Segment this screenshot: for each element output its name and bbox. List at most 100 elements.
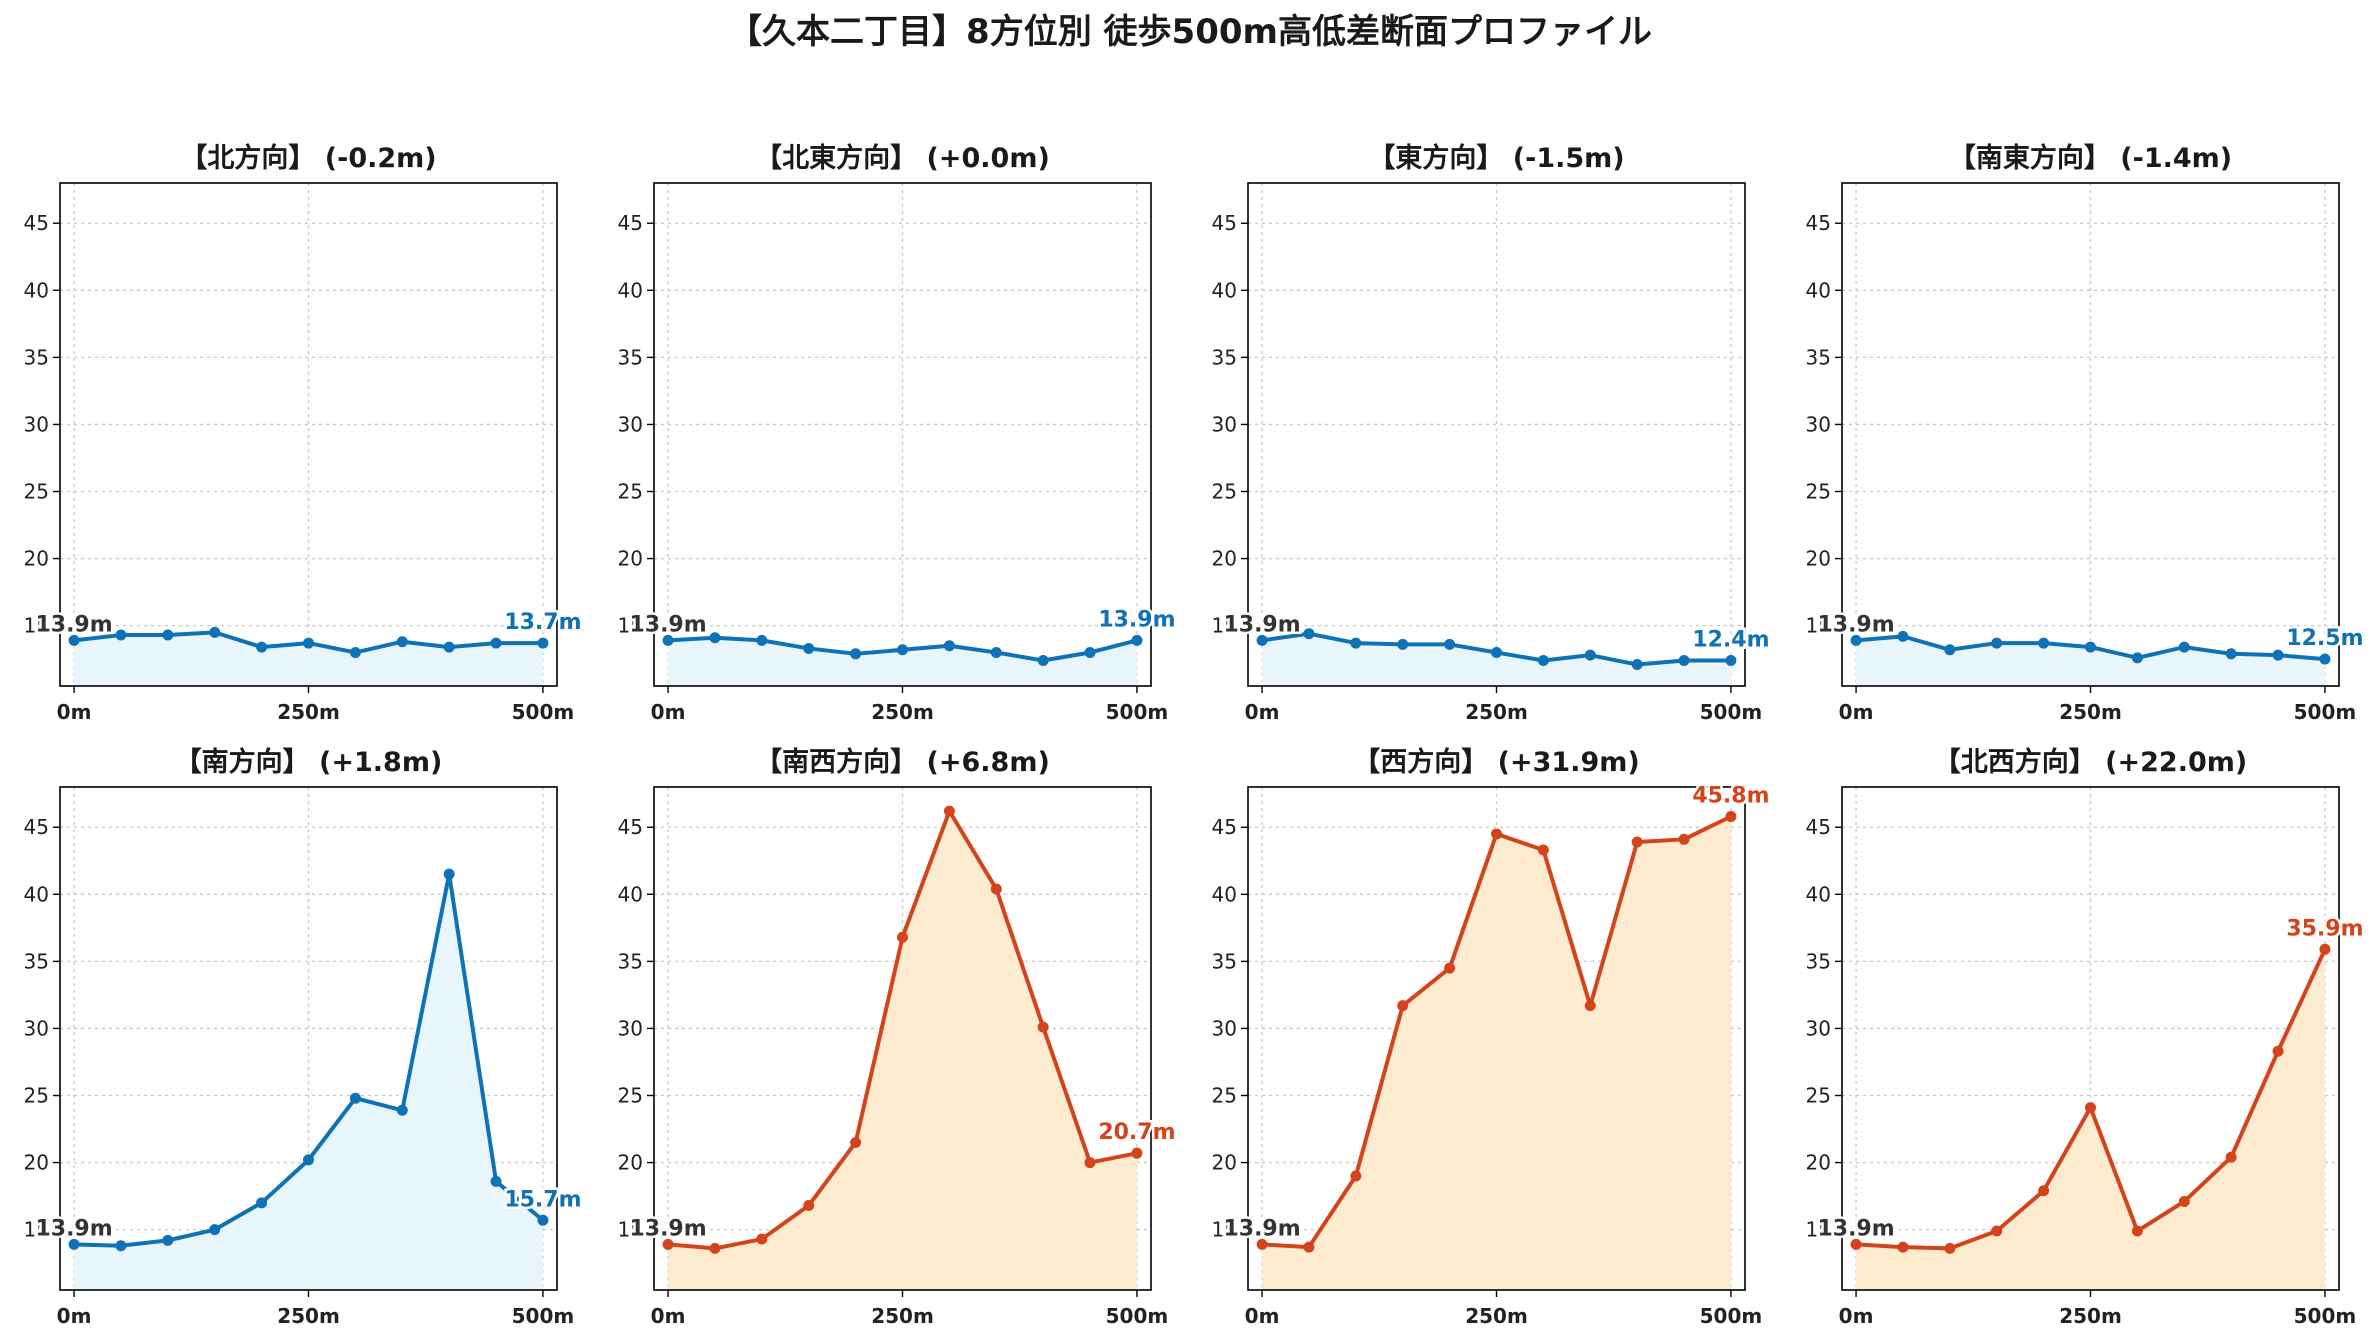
start-value-label: 13.9m	[1817, 1216, 1894, 1241]
data-point[interactable]	[2038, 1185, 2050, 1197]
data-point[interactable]	[68, 634, 80, 646]
data-point[interactable]	[1491, 646, 1502, 658]
x-tick-label: 250m	[277, 700, 340, 724]
data-point[interactable]	[1350, 637, 1362, 649]
data-point[interactable]	[1131, 634, 1143, 646]
data-point[interactable]	[2178, 641, 2190, 653]
data-point[interactable]	[2131, 652, 2143, 664]
data-point[interactable]	[709, 1242, 721, 1254]
data-point[interactable]	[1944, 1242, 1956, 1254]
y-tick-label: 25	[24, 1084, 49, 1108]
data-point[interactable]	[162, 629, 174, 641]
data-point[interactable]	[1037, 655, 1049, 667]
y-tick-label: 15	[1212, 1218, 1237, 1242]
data-point[interactable]	[1444, 962, 1456, 974]
data-point[interactable]	[443, 868, 455, 880]
data-point[interactable]	[850, 1136, 862, 1148]
data-point[interactable]	[1397, 1000, 1409, 1012]
data-point[interactable]	[990, 883, 1002, 895]
data-point[interactable]	[1303, 1241, 1315, 1253]
data-point[interactable]	[756, 634, 768, 646]
data-point[interactable]	[1725, 655, 1737, 667]
data-point[interactable]	[303, 637, 314, 649]
end-value-label: 20.7m	[1098, 1120, 1175, 1145]
data-point[interactable]	[2272, 1045, 2284, 1057]
data-point[interactable]	[303, 1154, 314, 1166]
data-point[interactable]	[897, 931, 908, 943]
data-point[interactable]	[115, 629, 127, 641]
data-point[interactable]	[1584, 649, 1596, 661]
data-point[interactable]	[1084, 646, 1096, 658]
data-point[interactable]	[1850, 1238, 1862, 1250]
data-point[interactable]	[1256, 1238, 1268, 1250]
data-point[interactable]	[1850, 634, 1862, 646]
data-point[interactable]	[756, 1233, 768, 1245]
data-point[interactable]	[2038, 637, 2050, 649]
y-tick-label: 45	[618, 815, 643, 839]
data-point[interactable]	[2085, 641, 2096, 653]
data-point[interactable]	[1037, 1021, 1049, 1033]
data-point[interactable]	[1397, 638, 1409, 650]
data-point[interactable]	[1131, 1147, 1143, 1159]
data-point[interactable]	[662, 634, 674, 646]
data-point[interactable]	[1303, 628, 1315, 640]
data-point[interactable]	[990, 646, 1002, 658]
data-point[interactable]	[1084, 1157, 1096, 1169]
data-point[interactable]	[396, 636, 408, 648]
data-point[interactable]	[2131, 1225, 2143, 1237]
panel-title: 【東方向】 (-1.5m)	[1368, 142, 1624, 174]
data-point[interactable]	[662, 1238, 674, 1250]
data-point[interactable]	[162, 1234, 174, 1246]
data-point[interactable]	[1350, 1170, 1362, 1182]
data-point[interactable]	[2178, 1195, 2190, 1207]
data-point[interactable]	[115, 1240, 127, 1252]
data-point[interactable]	[803, 1199, 815, 1211]
data-point[interactable]	[1256, 634, 1268, 646]
y-tick-label: 25	[618, 480, 643, 504]
data-point[interactable]	[1897, 1241, 1909, 1253]
data-point[interactable]	[943, 805, 955, 817]
data-point[interactable]	[1537, 844, 1549, 856]
data-point[interactable]	[1631, 659, 1643, 671]
data-point[interactable]	[1491, 828, 1502, 840]
data-point[interactable]	[256, 1197, 268, 1209]
data-point[interactable]	[2085, 1102, 2096, 1114]
data-point[interactable]	[1678, 655, 1690, 667]
data-point[interactable]	[68, 1238, 80, 1250]
data-point[interactable]	[443, 641, 455, 653]
data-point[interactable]	[396, 1104, 408, 1116]
data-point[interactable]	[1584, 1000, 1596, 1012]
y-tick-label: 15	[24, 614, 49, 638]
data-point[interactable]	[2225, 648, 2237, 660]
data-point[interactable]	[490, 1175, 502, 1187]
data-point[interactable]	[209, 1224, 221, 1236]
data-point[interactable]	[349, 1092, 361, 1104]
data-point[interactable]	[943, 640, 955, 652]
data-point[interactable]	[256, 641, 268, 653]
data-point[interactable]	[1678, 833, 1690, 845]
x-tick-label: 0m	[57, 1304, 92, 1328]
data-point[interactable]	[850, 648, 862, 660]
plot-area	[662, 632, 1143, 686]
data-point[interactable]	[537, 637, 549, 649]
data-point[interactable]	[1897, 630, 1909, 642]
data-point[interactable]	[490, 637, 502, 649]
data-point[interactable]	[897, 644, 908, 656]
data-point[interactable]	[709, 632, 721, 644]
data-point[interactable]	[1631, 836, 1643, 848]
data-point[interactable]	[803, 642, 815, 654]
data-point[interactable]	[1991, 637, 2003, 649]
data-point[interactable]	[1537, 655, 1549, 667]
data-point[interactable]	[349, 646, 361, 658]
data-point[interactable]	[537, 1214, 549, 1226]
data-point[interactable]	[1991, 1225, 2003, 1237]
data-point[interactable]	[2319, 943, 2331, 955]
chart-panel: 15 20 25 30 35 40 45 0m 250m 500m 【南東方向】 (-1.4m) 13…	[1806, 142, 2366, 724]
data-point[interactable]	[1725, 811, 1737, 823]
data-point[interactable]	[2319, 653, 2331, 665]
data-point[interactable]	[1444, 638, 1456, 650]
data-point[interactable]	[2225, 1151, 2237, 1163]
data-point[interactable]	[209, 626, 221, 638]
data-point[interactable]	[1944, 644, 1956, 656]
data-point[interactable]	[2272, 649, 2284, 661]
